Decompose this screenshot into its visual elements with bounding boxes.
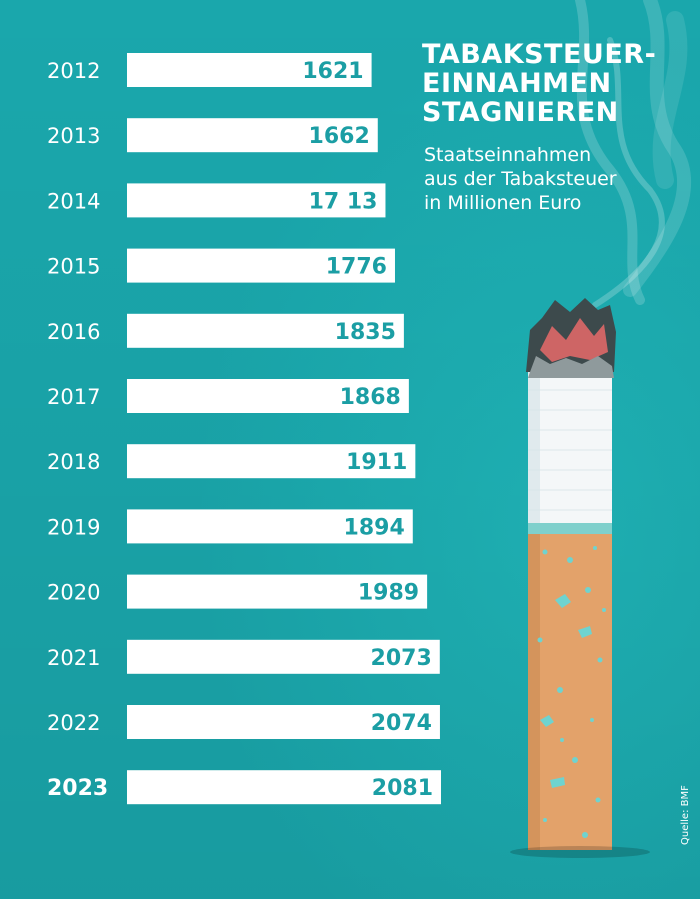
year-label: 2017 — [47, 385, 100, 409]
bar — [127, 705, 440, 739]
bar — [127, 770, 441, 805]
value-label: 1662 — [309, 124, 370, 149]
subtitle-line-1: Staatseinnahmen — [424, 144, 592, 166]
year-label: 2012 — [47, 59, 100, 83]
year-label: 2014 — [47, 189, 100, 213]
value-label: 1835 — [335, 320, 396, 345]
year-label: 2023 — [47, 776, 108, 801]
cigarette-shadow — [510, 846, 650, 858]
chart-title: TABAKSTEUER- EINNAHMEN STAGNIEREN — [422, 40, 692, 127]
value-label: 2073 — [371, 646, 432, 671]
filter-ring — [528, 523, 612, 535]
paper-shade — [528, 368, 540, 526]
bar — [127, 53, 372, 87]
year-label: 2022 — [47, 711, 100, 735]
smoke — [575, 0, 692, 308]
title-line-1: TABAKSTEUER- — [422, 39, 657, 70]
bar — [127, 183, 386, 218]
bar — [127, 509, 413, 544]
title-line-2: EINNAHMEN — [422, 68, 612, 99]
bar — [127, 313, 404, 348]
year-label: 2013 — [47, 124, 100, 148]
year-label: 2018 — [47, 450, 100, 474]
value-label: 1911 — [346, 450, 407, 475]
value-label: 1989 — [358, 581, 419, 606]
value-label: 1894 — [344, 515, 405, 540]
title-line-3: STAGNIEREN — [422, 97, 619, 128]
year-label: 2020 — [47, 581, 100, 605]
paper-texture — [528, 389, 612, 511]
source-note: Quelle: BMF — [680, 785, 691, 845]
bar — [127, 118, 378, 153]
filter-speckles — [537, 546, 606, 838]
year-label: 2019 — [47, 515, 100, 539]
cigarette-illustration — [510, 0, 692, 858]
value-label: 17 13 — [309, 189, 378, 214]
value-label: 2074 — [371, 711, 432, 736]
subtitle-line-3: in Millionen Euro — [424, 192, 582, 214]
bar-chart: 2012 1621 2013 1662 2014 17 13 2015 1776 2016 183… — [47, 53, 441, 805]
value-label: 1868 — [340, 385, 401, 410]
year-label: 2015 — [47, 255, 100, 279]
year-label: 2016 — [47, 320, 100, 344]
bar — [127, 574, 428, 609]
chart-subtitle: Staatseinnahmen aus der Tabaksteuer in M… — [424, 143, 684, 215]
bar — [127, 639, 440, 674]
value-label: 1621 — [302, 59, 363, 84]
bar — [127, 379, 409, 413]
ember — [526, 298, 616, 378]
bar — [127, 248, 395, 283]
year-label: 2021 — [47, 646, 100, 670]
subtitle-line-2: aus der Tabaksteuer — [424, 168, 617, 190]
bar — [127, 444, 416, 479]
value-label: 1776 — [326, 255, 387, 280]
cigarette-paper — [528, 368, 612, 526]
filter-shade — [528, 534, 540, 850]
cigarette-filter — [528, 534, 612, 850]
value-label: 2081 — [372, 776, 433, 801]
